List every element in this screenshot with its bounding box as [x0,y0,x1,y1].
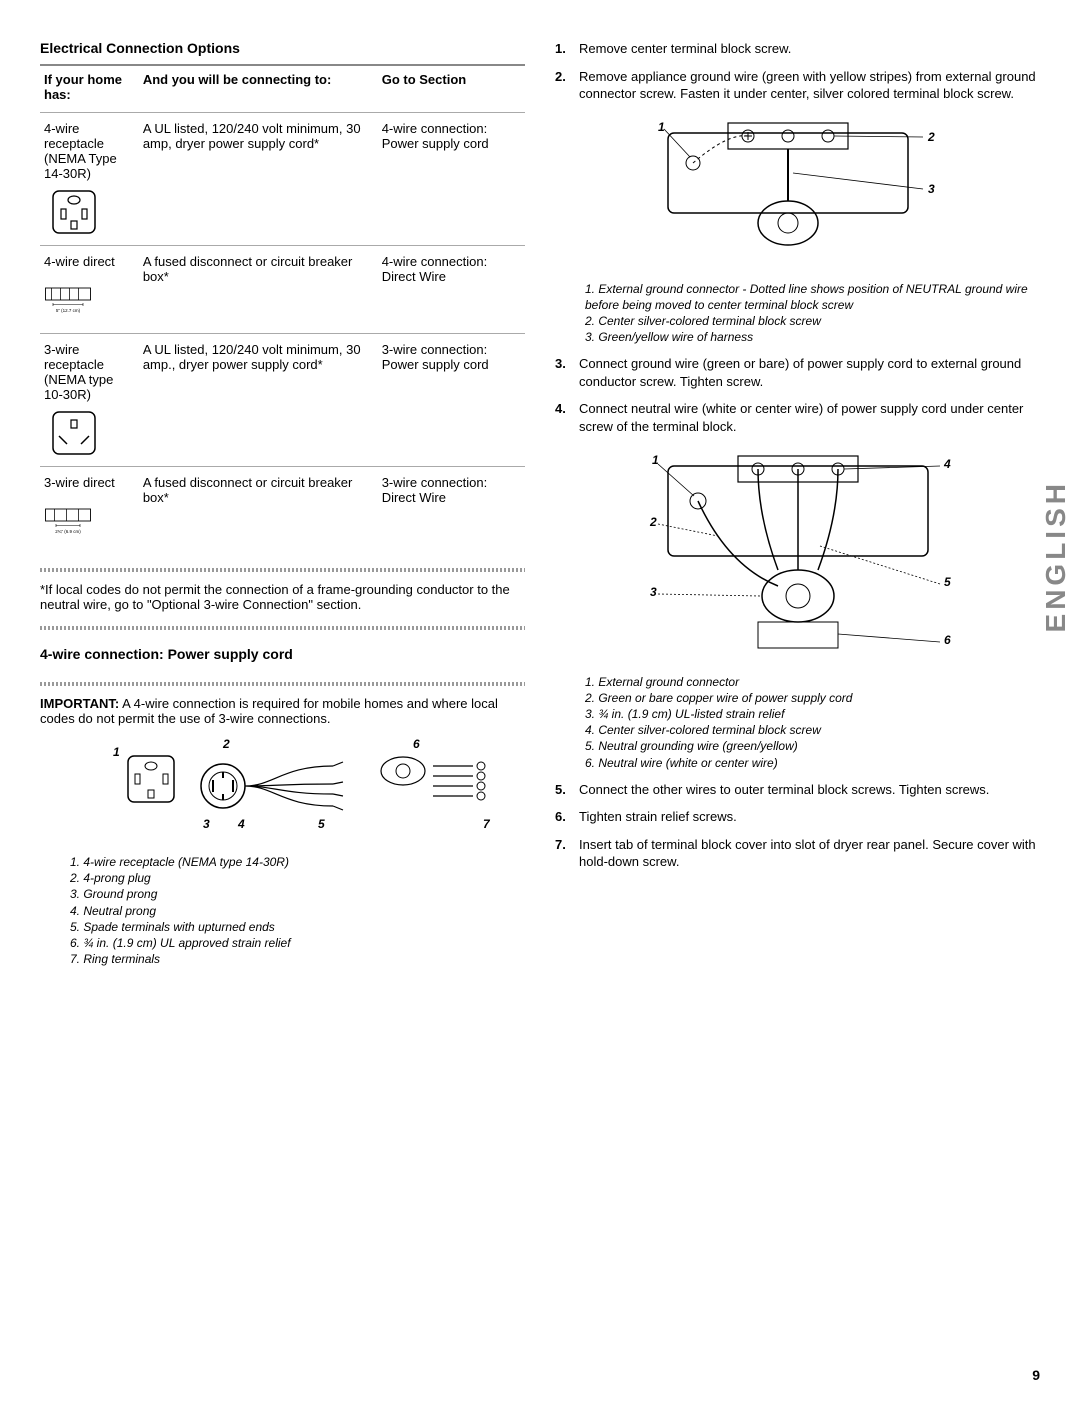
step-item: Remove appliance ground wire (green with… [555,68,1040,103]
figure-3: 1 2 3 4 5 6 1. External ground connector… [555,446,1040,771]
important-label: IMPORTANT: [40,696,119,711]
svg-text:2: 2 [927,130,935,144]
svg-text:1: 1 [652,453,659,467]
svg-text:2¾" (6.9 cm): 2¾" (6.9 cm) [55,529,81,534]
figure-3-caption: 1. External ground connector 2. Green or… [555,674,1040,771]
step-item: Connect ground wire (green or bare) of p… [555,355,1040,390]
svg-text:4: 4 [943,457,951,471]
section-title: Electrical Connection Options [40,40,525,56]
svg-text:1: 1 [113,745,120,759]
cell-text: A UL listed, 120/240 volt minimum, 30 am… [139,113,378,246]
caption-line: 5. Neutral grounding wire (green/yellow) [585,738,1040,754]
left-column: Electrical Connection Options If your ho… [40,40,525,977]
cell-text: 4-wire direct [44,254,115,269]
important-note: IMPORTANT: A 4-wire connection is requir… [40,696,525,726]
svg-text:1: 1 [658,120,665,134]
cell-text: A fused disconnect or circuit breaker bo… [139,246,378,334]
table-row: 3-wire direct 2¾" (6.9 cm) A fused disco… [40,467,525,555]
divider [40,626,525,630]
direct-wire-4-icon: 5" (12.7 cm) [44,275,104,325]
cell-text: A fused disconnect or circuit breaker bo… [139,467,378,555]
caption-line: 2. Center silver-colored terminal block … [585,313,1040,329]
right-column: Remove center terminal block screw. Remo… [555,40,1040,977]
receptacle-10-30r-icon [44,408,104,458]
cell-text: (NEMA type 10-30R) [44,372,113,402]
caption-line: 4. Center silver-colored terminal block … [585,722,1040,738]
step-item: Connect the other wires to outer termina… [555,781,1040,799]
caption-line: 6. Neutral wire (white or center wire) [585,755,1040,771]
cell-text: 4-wire connection: Direct Wire [378,246,525,334]
caption-line: 3. ¾ in. (1.9 cm) UL-listed strain relie… [585,706,1040,722]
table-row: 4-wire direct 5" (12.7 cm) A fused disco… [40,246,525,334]
caption-line: 1. External ground connector - Dotted li… [585,281,1040,313]
receptacle-14-30r-icon [44,187,104,237]
th-2: And you will be connecting to: [139,65,378,113]
cell-text: 3-wire connection: Direct Wire [378,467,525,555]
page-number: 9 [1032,1367,1040,1383]
figure-1-caption: 1. 4-wire receptacle (NEMA type 14-30R) … [40,854,525,967]
caption-line: 3. Ground prong [70,886,525,902]
options-table: If your home has: And you will be connec… [40,64,525,554]
direct-wire-3-icon: 2¾" (6.9 cm) [44,496,104,546]
svg-text:2: 2 [222,737,230,751]
caption-line: 5. Spade terminals with upturned ends [70,919,525,935]
subsection-title: 4-wire connection: Power supply cord [40,640,525,668]
cell-text: 3-wire connection: Power supply cord [378,334,525,467]
caption-line: 1. 4-wire receptacle (NEMA type 14-30R) [70,854,525,870]
th-1: If your home has: [40,65,139,113]
cell-text: A UL listed, 120/240 volt minimum, 30 am… [139,334,378,467]
th-3: Go to Section [378,65,525,113]
caption-line: 4. Neutral prong [70,903,525,919]
svg-text:3: 3 [650,585,657,599]
step-item: Remove center terminal block screw. [555,40,1040,58]
svg-text:5: 5 [944,575,951,589]
language-tab: ENGLISH [1040,480,1072,632]
steps-list: Remove center terminal block screw. Remo… [555,40,1040,103]
cell-text: 4-wire receptacle [44,121,104,151]
svg-text:2: 2 [649,515,657,529]
footnote: *If local codes do not permit the connec… [40,582,525,612]
steps-list: Connect the other wires to outer termina… [555,781,1040,871]
caption-line: 3. Green/yellow wire of harness [585,329,1040,345]
figure-1: 1 2 3 4 5 6 7 1. 4-wire receptacle (NEMA… [40,736,525,967]
step-item: Tighten strain relief screws. [555,808,1040,826]
cell-text: 3-wire direct [44,475,115,490]
divider [40,568,525,572]
svg-text:6: 6 [944,633,951,647]
step-item: Insert tab of terminal block cover into … [555,836,1040,871]
caption-line: 7. Ring terminals [70,951,525,967]
table-row: 4-wire receptacle (NEMA Type 14-30R) A U… [40,113,525,246]
cell-text: (NEMA Type 14-30R) [44,151,117,181]
step-item: Connect neutral wire (white or center wi… [555,400,1040,435]
cell-text: 4-wire connection: Power supply cord [378,113,525,246]
steps-list: Connect ground wire (green or bare) of p… [555,355,1040,435]
table-row: 3-wire receptacle (NEMA type 10-30R) A U… [40,334,525,467]
svg-text:5: 5 [318,817,325,831]
cell-text: 3-wire receptacle [44,342,104,372]
figure-2: 1 2 3 1. External ground connector - Dot… [555,113,1040,346]
caption-line: 1. External ground connector [585,674,1040,690]
caption-line: 2. 4-prong plug [70,870,525,886]
svg-text:5" (12.7 cm): 5" (12.7 cm) [56,308,81,313]
svg-text:6: 6 [413,737,420,751]
figure-2-caption: 1. External ground connector - Dotted li… [555,281,1040,346]
svg-text:4: 4 [237,817,245,831]
svg-text:3: 3 [928,182,935,196]
divider [40,682,525,686]
caption-line: 2. Green or bare copper wire of power su… [585,690,1040,706]
svg-text:3: 3 [203,817,210,831]
caption-line: 6. ¾ in. (1.9 cm) UL approved strain rel… [70,935,525,951]
svg-text:7: 7 [483,817,491,831]
